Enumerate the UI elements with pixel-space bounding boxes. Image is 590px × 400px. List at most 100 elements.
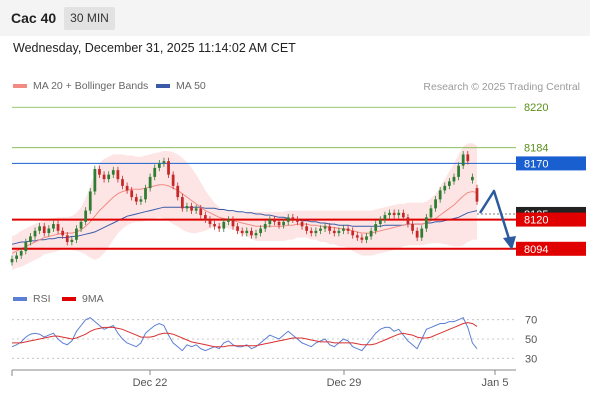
candle-body	[52, 224, 55, 229]
candle-body	[107, 174, 111, 180]
research-credit: Research © 2025 Trading Central	[423, 81, 580, 93]
candle-body	[125, 185, 129, 191]
candle-body	[305, 226, 309, 231]
legend-rsi: RSI	[13, 293, 51, 305]
candle-body	[245, 230, 249, 234]
candle-body	[180, 197, 184, 209]
candle-body	[332, 230, 336, 234]
candle-body	[203, 215, 207, 220]
ma50-label: MA 50	[176, 80, 206, 92]
candle-body	[222, 221, 226, 229]
forecast-arrow	[478, 189, 512, 243]
x-tick-label: Dec 22	[133, 377, 168, 389]
candle-body	[38, 226, 42, 231]
candle-body	[401, 212, 405, 218]
candle-body	[319, 228, 322, 231]
candle-body	[19, 251, 23, 256]
candle-body	[360, 237, 364, 240]
candle-body	[355, 235, 359, 238]
candle-body	[475, 188, 479, 202]
candle-body	[277, 221, 281, 226]
candle-body	[61, 230, 65, 236]
candle-body	[268, 219, 272, 225]
ma20-label: MA 20 + Bollinger Bands	[33, 80, 149, 92]
legend-ma20: MA 20 + Bollinger Bands	[13, 80, 148, 92]
candle-body	[130, 190, 134, 198]
candle-body	[466, 154, 470, 162]
candle-body	[29, 236, 32, 243]
candle-body	[374, 224, 378, 231]
candle-body	[199, 208, 203, 216]
candle-body	[98, 169, 101, 175]
candle-body	[79, 221, 83, 229]
rsi-tick-30: 30	[525, 353, 537, 365]
timeframe-button[interactable]: 30 MIN	[64, 7, 115, 30]
candle-body	[153, 167, 157, 177]
candle-body	[452, 176, 456, 182]
candle-body	[263, 224, 267, 229]
candle-body	[162, 161, 166, 164]
candle-body	[70, 239, 74, 243]
candle-body	[84, 210, 88, 222]
candle-body	[300, 221, 304, 227]
candle-body	[351, 230, 355, 236]
candle-body	[194, 208, 198, 211]
rsi-tick-50: 50	[525, 334, 537, 346]
9ma-swatch	[62, 297, 76, 301]
symbol-name: Cac 40	[11, 10, 57, 26]
candle-body	[415, 230, 419, 238]
level-label-8170: 8170	[524, 158, 548, 170]
candle-body	[259, 228, 262, 234]
candle-body	[88, 191, 92, 211]
candle-body	[392, 212, 396, 216]
candle-body	[342, 228, 345, 231]
candle-body	[121, 179, 124, 186]
candle-body	[227, 219, 230, 222]
candle-body	[144, 188, 147, 200]
rsi-swatch	[13, 297, 27, 301]
candle-body	[461, 154, 465, 166]
candle-body	[236, 226, 239, 231]
bollinger-band	[12, 143, 477, 271]
candle-body	[250, 230, 253, 236]
candle-body	[157, 163, 161, 168]
rsi-tick-70: 70	[525, 315, 537, 327]
forecast-arrowhead	[503, 236, 516, 250]
level-label-8094: 8094	[524, 244, 548, 256]
candle-body	[10, 258, 14, 263]
candle-body	[231, 219, 235, 227]
candle-body	[411, 224, 414, 231]
candle-body	[323, 226, 327, 229]
candle-body	[116, 170, 120, 180]
candle-body	[42, 226, 46, 234]
candle-body	[369, 230, 373, 237]
candle-body	[240, 230, 244, 234]
candle-body	[443, 185, 447, 191]
candle-body	[102, 174, 106, 180]
candle-body	[378, 219, 382, 225]
candle-body	[429, 208, 433, 218]
candle-body	[328, 226, 332, 231]
legend-9ma: 9MA	[62, 293, 104, 305]
candle-body	[457, 165, 460, 177]
candle-body	[424, 217, 428, 229]
ma50-swatch	[156, 84, 170, 88]
candle-body	[273, 219, 276, 222]
candle-body	[309, 230, 313, 234]
candle-body	[296, 219, 299, 222]
candle-body	[139, 199, 143, 202]
candle-body	[24, 242, 28, 252]
candle-body	[282, 221, 286, 226]
candle-body	[148, 176, 152, 189]
timestamp: Wednesday, December 31, 2025 11:14:02 AM…	[13, 41, 296, 55]
candle-body	[65, 235, 69, 243]
candle-body	[383, 215, 387, 220]
candle-body	[365, 236, 368, 240]
rsi-label: RSI	[33, 293, 51, 305]
legend-ma50: MA 50	[156, 80, 206, 92]
candle-body	[208, 219, 212, 225]
candle-body	[346, 228, 350, 231]
candle-body	[33, 230, 37, 237]
candle-body	[388, 212, 391, 216]
